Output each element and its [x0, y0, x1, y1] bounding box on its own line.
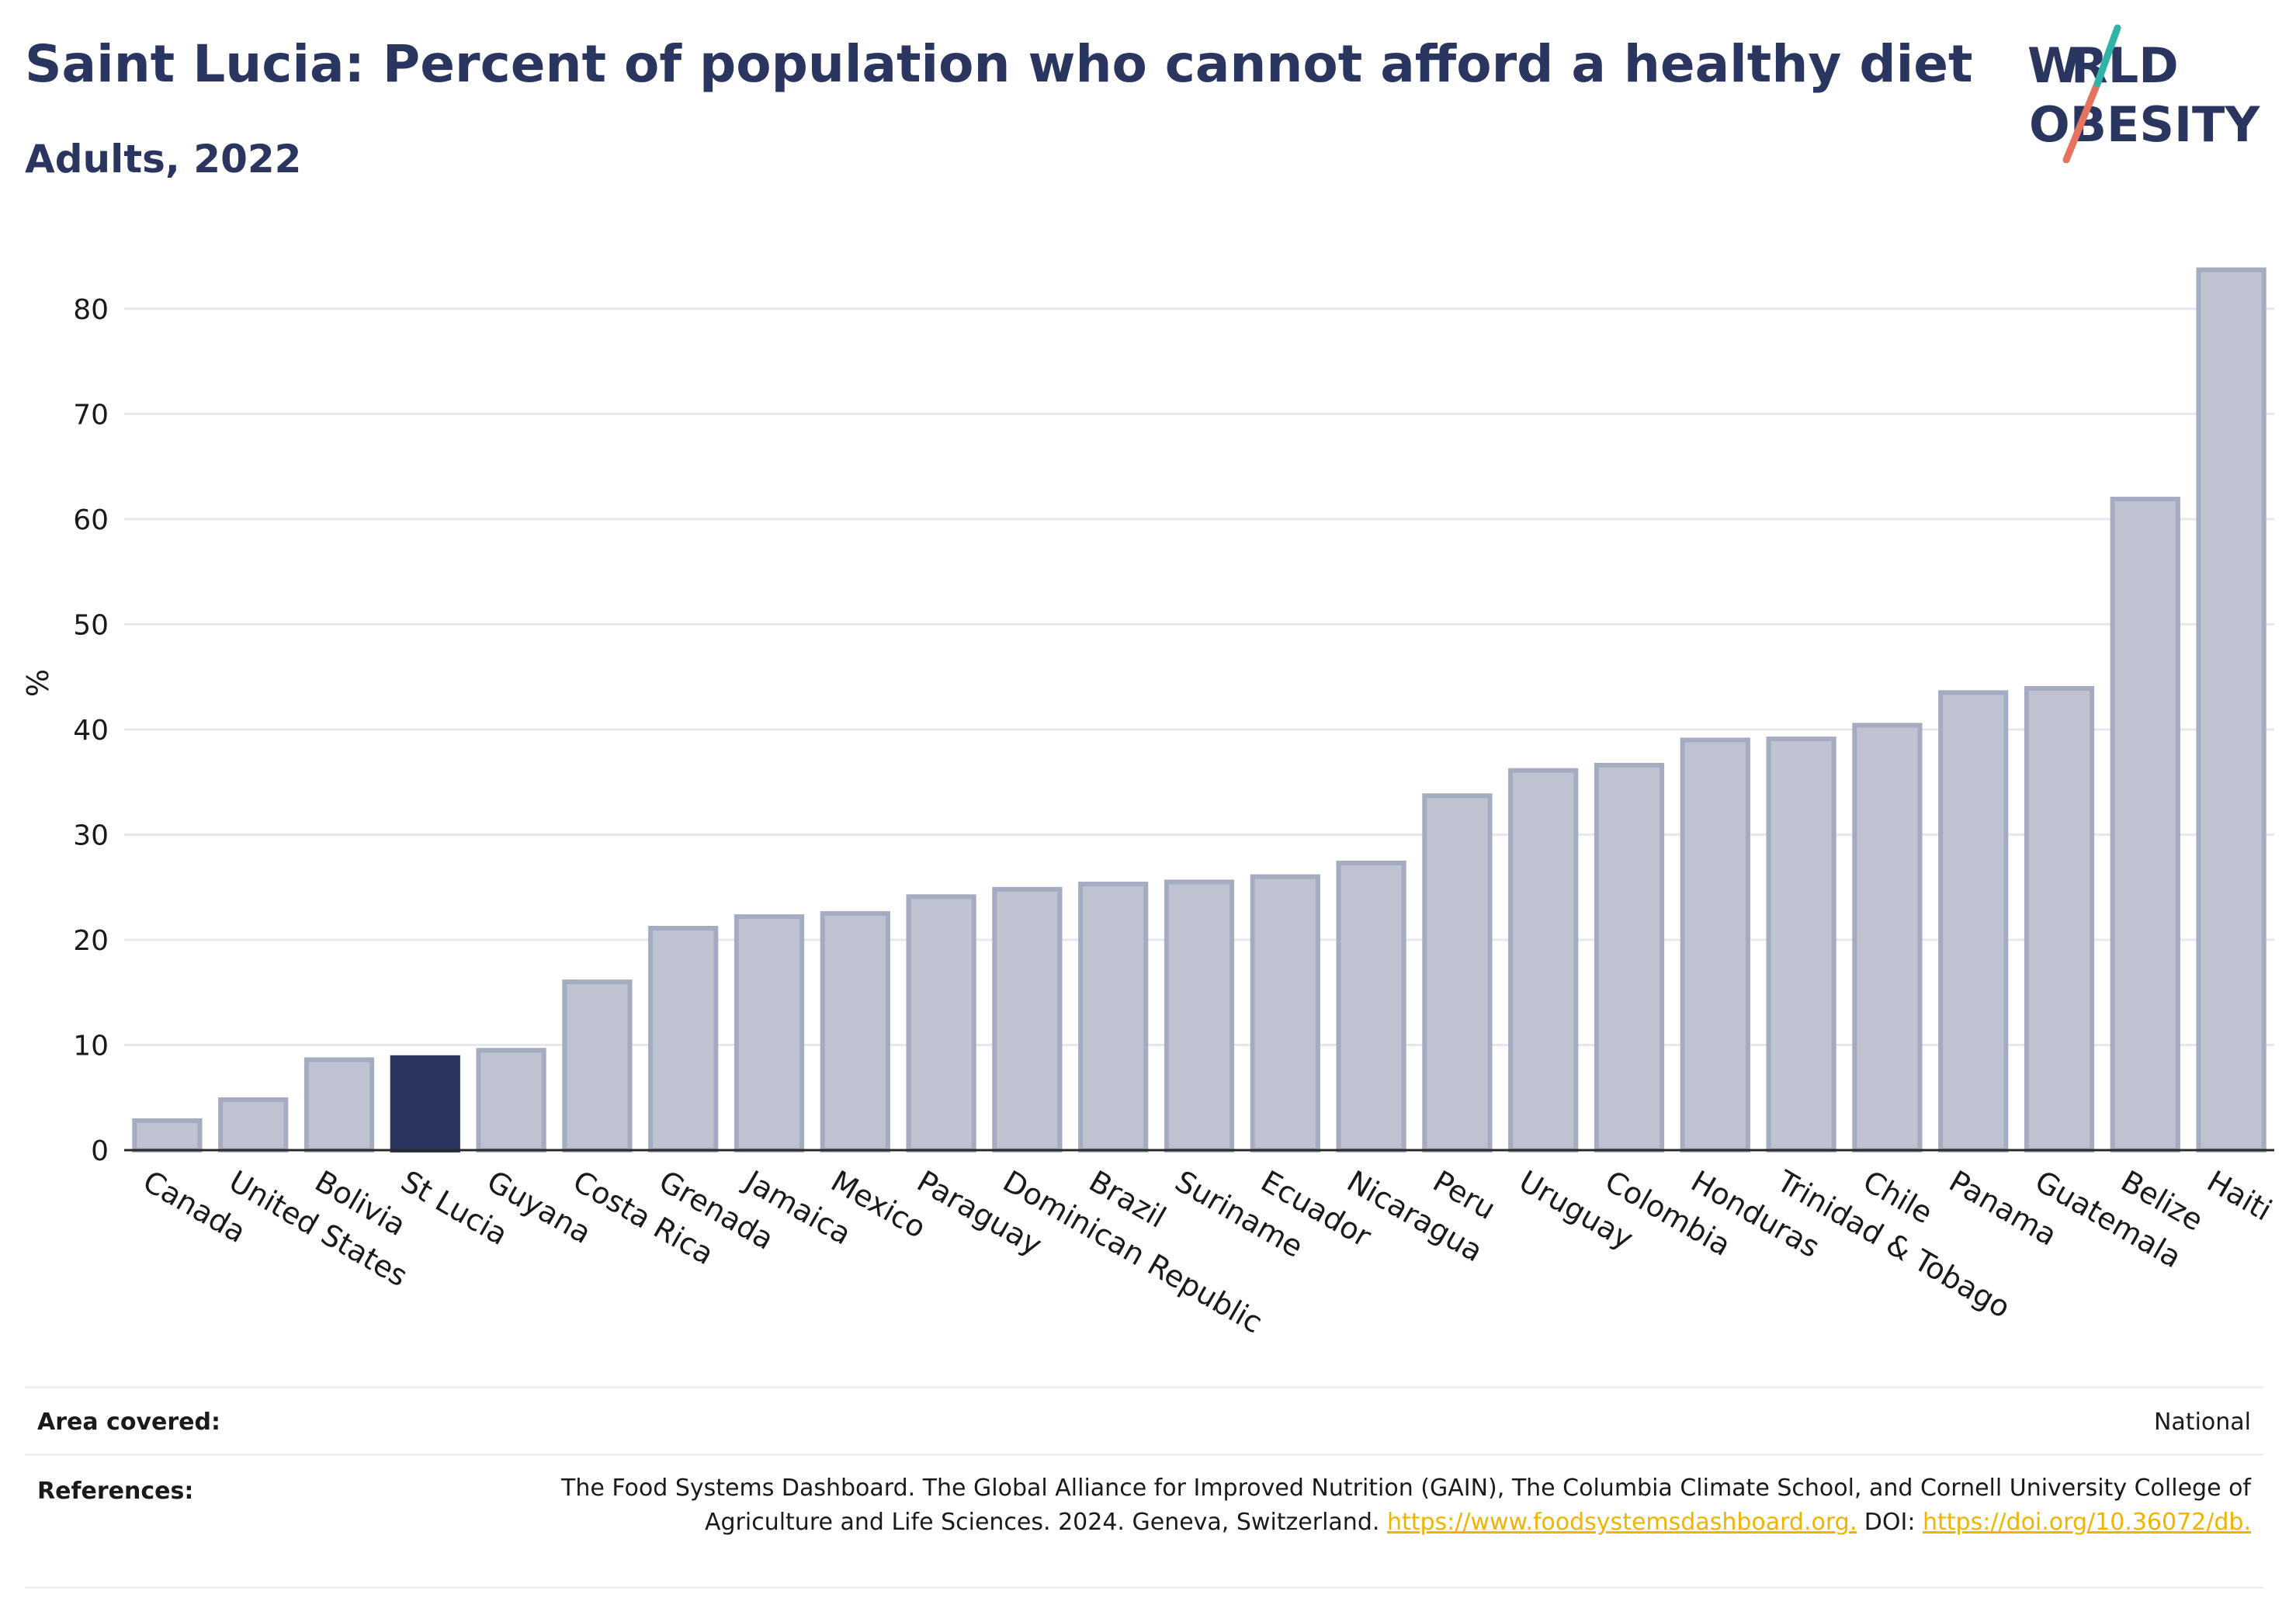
bar-suriname	[1164, 879, 1235, 1153]
x-tick-label: Haiti	[2201, 1164, 2277, 1228]
world-obesity-logo: W RLD OBESITY	[2027, 24, 2260, 163]
bar-canada	[132, 1118, 203, 1152]
bar-honduras	[1680, 737, 1750, 1152]
references-row: References: The Food Systems Dashboard. …	[25, 1454, 2263, 1586]
bar-belize	[2110, 497, 2180, 1152]
bar-dominican-republic	[992, 886, 1063, 1153]
y-tick-label: 20	[73, 925, 109, 957]
bar-brazil	[1078, 882, 1149, 1152]
bar-peru	[1422, 793, 1493, 1152]
bar-bolivia	[303, 1057, 375, 1152]
area-covered-value: National	[2153, 1409, 2251, 1436]
area-covered-row: Area covered: National	[25, 1386, 2263, 1454]
bar-mexico	[820, 911, 890, 1152]
bar-ecuador	[1250, 874, 1320, 1152]
bar-uruguay	[1508, 768, 1579, 1152]
y-tick-label: 0	[91, 1135, 109, 1167]
y-tick-label: 10	[73, 1030, 109, 1062]
footer-bottom-rule	[25, 1586, 2263, 1589]
references-body: The Food Systems Dashboard. The Global A…	[561, 1475, 2251, 1536]
svg-text:OBESITY: OBESITY	[2029, 96, 2260, 153]
chart-title: Saint Lucia: Percent of population who c…	[25, 34, 1973, 94]
bar-paraguay	[906, 894, 976, 1153]
bar-grenada	[648, 926, 719, 1153]
bar-panama	[1938, 690, 2009, 1152]
y-axis-ticks: 0 10 20 30 40 50 60 70 80	[73, 294, 109, 1167]
y-tick-label: 50	[73, 609, 109, 641]
bar-colombia	[1594, 762, 1665, 1152]
references-label: References:	[37, 1478, 194, 1505]
bar-st-lucia	[390, 1055, 460, 1153]
bar-guyana	[476, 1048, 546, 1153]
chart-footer: Area covered: National References: The F…	[25, 1386, 2263, 1589]
area-covered-label: Area covered:	[37, 1409, 220, 1436]
svg-text:RLD: RLD	[2071, 37, 2179, 94]
bar-trinidad-tobago	[1766, 736, 1836, 1152]
y-axis-label: %	[21, 669, 55, 697]
doi-link[interactable]: https://doi.org/10.36072/db.	[1923, 1509, 2251, 1536]
bar-guatemala	[2024, 686, 2095, 1152]
bar-chile	[1852, 723, 1923, 1152]
bar-jamaica	[734, 914, 805, 1153]
y-tick-label: 70	[73, 399, 109, 431]
references-doi: DOI:	[1857, 1509, 1923, 1536]
chart-subtitle: Adults, 2022	[25, 137, 302, 182]
bar-nicaragua	[1336, 861, 1406, 1153]
references-text: The Food Systems Dashboard. The Global A…	[543, 1471, 2251, 1540]
bar-costa-rica	[562, 979, 633, 1153]
y-tick-label: 40	[73, 715, 109, 747]
food-systems-dashboard-link[interactable]: https://www.foodsystemsdashboard.org.	[1386, 1509, 1857, 1536]
y-tick-label: 80	[73, 294, 109, 326]
bar-united-states	[218, 1097, 289, 1153]
svg-text:W: W	[2027, 37, 2080, 94]
chart-bars	[132, 267, 2267, 1153]
bar-haiti	[2196, 267, 2267, 1153]
y-tick-label: 30	[73, 820, 109, 851]
y-tick-label: 60	[73, 504, 109, 536]
